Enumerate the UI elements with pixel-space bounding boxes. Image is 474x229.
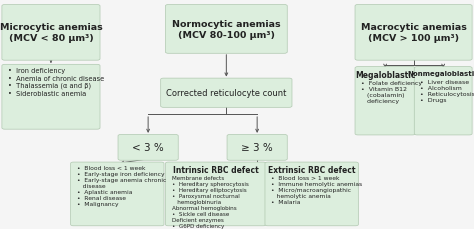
FancyBboxPatch shape	[2, 65, 100, 130]
Text: Macrocytic anemias
(MCV > 100 μm³): Macrocytic anemias (MCV > 100 μm³)	[361, 23, 466, 43]
Text: •  Liver disease
•  Alcoholism
•  Reticulocytosis
•  Drugs: • Liver disease • Alcoholism • Reticuloc…	[420, 79, 474, 102]
Text: Intrinsic RBC defect: Intrinsic RBC defect	[173, 165, 258, 174]
FancyBboxPatch shape	[71, 162, 164, 226]
Text: Normocytic anemias
(MCV 80-100 μm³): Normocytic anemias (MCV 80-100 μm³)	[172, 20, 281, 40]
Text: •  Blood loss < 1 week
•  Early-stage iron deficiency
•  Early-stage anemia chro: • Blood loss < 1 week • Early-stage iron…	[77, 165, 166, 206]
FancyBboxPatch shape	[165, 162, 266, 226]
Text: Microcytic anemias
(MCV < 80 μm³): Microcytic anemias (MCV < 80 μm³)	[0, 23, 102, 43]
FancyBboxPatch shape	[414, 67, 472, 135]
FancyBboxPatch shape	[118, 135, 178, 161]
Text: •  Blood loss > 1 week
•  Immune hemolytic anemias
•  Micro/macroangiopathic
   : • Blood loss > 1 week • Immune hemolytic…	[271, 175, 362, 204]
FancyBboxPatch shape	[165, 5, 287, 54]
Text: ≥ 3 %: ≥ 3 %	[241, 143, 273, 153]
FancyBboxPatch shape	[265, 162, 358, 226]
Text: Corrected reticulocyte count: Corrected reticulocyte count	[166, 89, 286, 98]
Text: Nonmegaloblastic: Nonmegaloblastic	[408, 70, 474, 76]
Text: Megaloblastic: Megaloblastic	[355, 70, 415, 79]
FancyBboxPatch shape	[355, 5, 472, 61]
FancyBboxPatch shape	[161, 79, 292, 108]
Text: •  Iron deficiency
•  Anemia of chronic disease
•  Thalassemia (α and β)
•  Side: • Iron deficiency • Anemia of chronic di…	[8, 68, 104, 96]
Text: Membrane defects
•  Hereditary spherocytosis
•  Hereditary elliptocytosis
•  Par: Membrane defects • Hereditary spherocyto…	[172, 175, 248, 229]
FancyBboxPatch shape	[227, 135, 287, 161]
FancyBboxPatch shape	[355, 67, 415, 135]
Text: < 3 %: < 3 %	[132, 143, 164, 153]
Text: Extrinsic RBC defect: Extrinsic RBC defect	[268, 165, 356, 174]
FancyBboxPatch shape	[2, 5, 100, 61]
Text: •  Folate deficiency
•  Vitamin B12
   (cobalamin)
   deficiency: • Folate deficiency • Vitamin B12 (cobal…	[361, 80, 422, 103]
